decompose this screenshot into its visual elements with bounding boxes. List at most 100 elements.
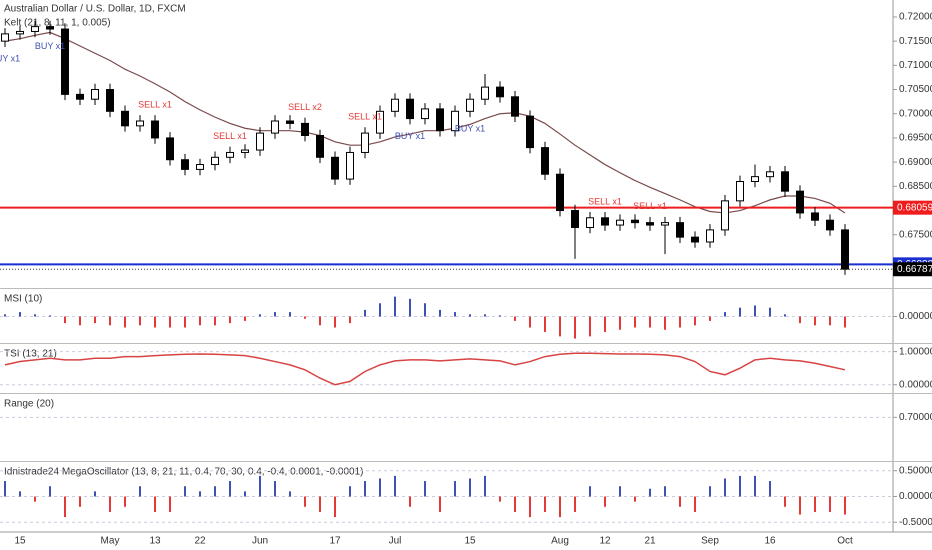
candle-body <box>526 115 534 149</box>
candle-body <box>706 229 714 243</box>
candle-body <box>61 28 69 95</box>
candle-body <box>181 159 189 170</box>
level-label: 0.68059 <box>897 202 932 213</box>
candle-body <box>661 222 669 226</box>
candle-body <box>811 212 819 221</box>
signal-label: SELL x1 <box>633 201 667 211</box>
candle-body <box>556 173 564 212</box>
candle-body <box>91 89 99 100</box>
x-tick-label: 16 <box>764 536 776 547</box>
pane-title: Idnistrade24 MegaOscillator (13, 8, 21, … <box>4 467 363 478</box>
x-tick-label: Jul <box>389 536 402 547</box>
candle-body <box>316 135 324 158</box>
pane-title: MSI (10) <box>4 294 42 305</box>
candle-body <box>76 93 84 100</box>
signal-label: SELL x1 <box>588 196 622 206</box>
last-price-label: 0.66787 <box>897 264 932 275</box>
candle-body <box>676 222 684 238</box>
x-tick-label: Oct <box>837 536 853 547</box>
pane-line <box>4 352 846 386</box>
candle-body <box>781 171 789 192</box>
candle-body <box>496 86 504 98</box>
candle-body <box>751 176 759 182</box>
candle-body <box>796 190 804 214</box>
candle-body <box>226 151 234 158</box>
candle-body <box>331 156 339 180</box>
candle-body <box>106 89 114 112</box>
y-tick-label: 0.67500 <box>899 229 932 240</box>
candle-body <box>736 180 744 202</box>
pane-tick-label: 0.00000 <box>899 491 932 502</box>
pane-tick-label: 0.70000 <box>899 412 932 423</box>
candle-body <box>166 137 174 161</box>
candle-body <box>721 200 729 231</box>
candle-body <box>451 110 459 132</box>
chart-title: Australian Dollar / U.S. Dollar, 1D, FXC… <box>4 4 186 15</box>
signal-label: BUY x1 <box>0 53 20 63</box>
x-tick-label: 15 <box>464 536 476 547</box>
candle-body <box>286 120 294 124</box>
candle-body <box>436 108 444 132</box>
x-tick-label: 17 <box>329 536 341 547</box>
candle-body <box>361 132 369 153</box>
pane-tick-label: 0.00000 <box>899 379 932 390</box>
x-tick-label: 12 <box>599 536 611 547</box>
y-tick-label: 0.68500 <box>899 181 932 192</box>
y-tick-label: 0.70500 <box>899 84 932 95</box>
y-tick-label: 0.72000 <box>899 12 932 23</box>
candle-body <box>511 96 519 117</box>
candle-body <box>346 151 354 180</box>
candle-body <box>46 26 54 30</box>
candle-body <box>406 98 414 120</box>
candle-body <box>271 120 279 134</box>
pane-tick-label: 0.00000 <box>899 311 932 322</box>
candle-body <box>391 98 399 112</box>
candle-body <box>631 219 639 224</box>
signal-label: SELL x1 <box>348 112 382 122</box>
candle-body <box>301 122 309 137</box>
x-tick-label: Aug <box>551 536 569 547</box>
candle-body <box>241 149 249 153</box>
y-tick-label: 0.70000 <box>899 108 932 119</box>
candle-body <box>841 229 849 270</box>
signal-label: SELL x2 <box>288 102 322 112</box>
candle-body <box>121 110 129 127</box>
x-tick-label: 13 <box>149 536 161 547</box>
last-price-tag <box>893 262 932 277</box>
candle-body <box>586 217 594 228</box>
candle-body <box>466 98 474 112</box>
candle-body <box>691 236 699 243</box>
y-tick-label: 0.69500 <box>899 133 932 144</box>
candle-body <box>481 86 489 100</box>
candle-body <box>616 219 624 226</box>
candle-body <box>646 222 654 226</box>
x-tick-label: May <box>101 536 120 547</box>
y-tick-label: 0.71000 <box>899 60 932 71</box>
candle-body <box>601 217 609 226</box>
pane-title: Range (20) <box>4 399 54 410</box>
candle-body <box>766 171 774 178</box>
candle-body <box>196 164 204 170</box>
x-tick-label: 21 <box>644 536 656 547</box>
signal-label: BUY x1 <box>35 41 65 51</box>
candle-body <box>376 110 384 134</box>
candle-body <box>571 210 579 228</box>
candle-body <box>256 132 264 151</box>
y-tick-label: 0.69000 <box>899 157 932 168</box>
candle-body <box>136 120 144 127</box>
candle-body <box>211 156 219 166</box>
x-tick-label: 15 <box>14 536 26 547</box>
y-tick-label: 0.71500 <box>899 36 932 47</box>
level-tag <box>893 200 932 215</box>
pane-title: TSI (13, 21) <box>4 349 57 360</box>
pane-tick-label: -0.50000 <box>899 517 932 528</box>
x-tick-label: 22 <box>194 536 206 547</box>
x-tick-label: Jun <box>252 536 268 547</box>
candle-body <box>826 219 834 231</box>
candle-body <box>31 26 39 32</box>
candle-body <box>1 33 9 42</box>
candle-body <box>151 120 159 139</box>
pane-tick-label: 0.50000 <box>899 465 932 476</box>
